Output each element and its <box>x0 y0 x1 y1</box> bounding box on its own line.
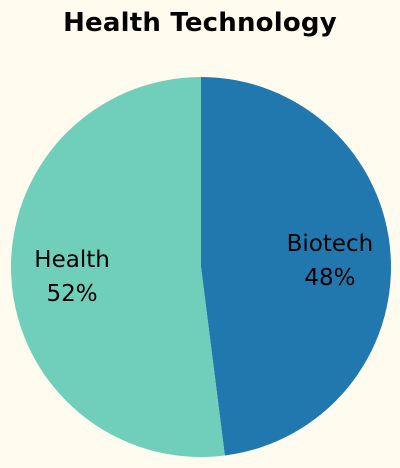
slice-label-biotech: Biotech <box>287 231 374 257</box>
slice-value-health: 52% <box>46 281 97 307</box>
slice-value-biotech: 48% <box>304 265 355 291</box>
pie-slice-biotech <box>201 77 392 456</box>
pie-slice-health <box>11 77 225 457</box>
slice-label-health: Health <box>34 247 110 273</box>
chart-title: Health Technology <box>63 8 337 38</box>
